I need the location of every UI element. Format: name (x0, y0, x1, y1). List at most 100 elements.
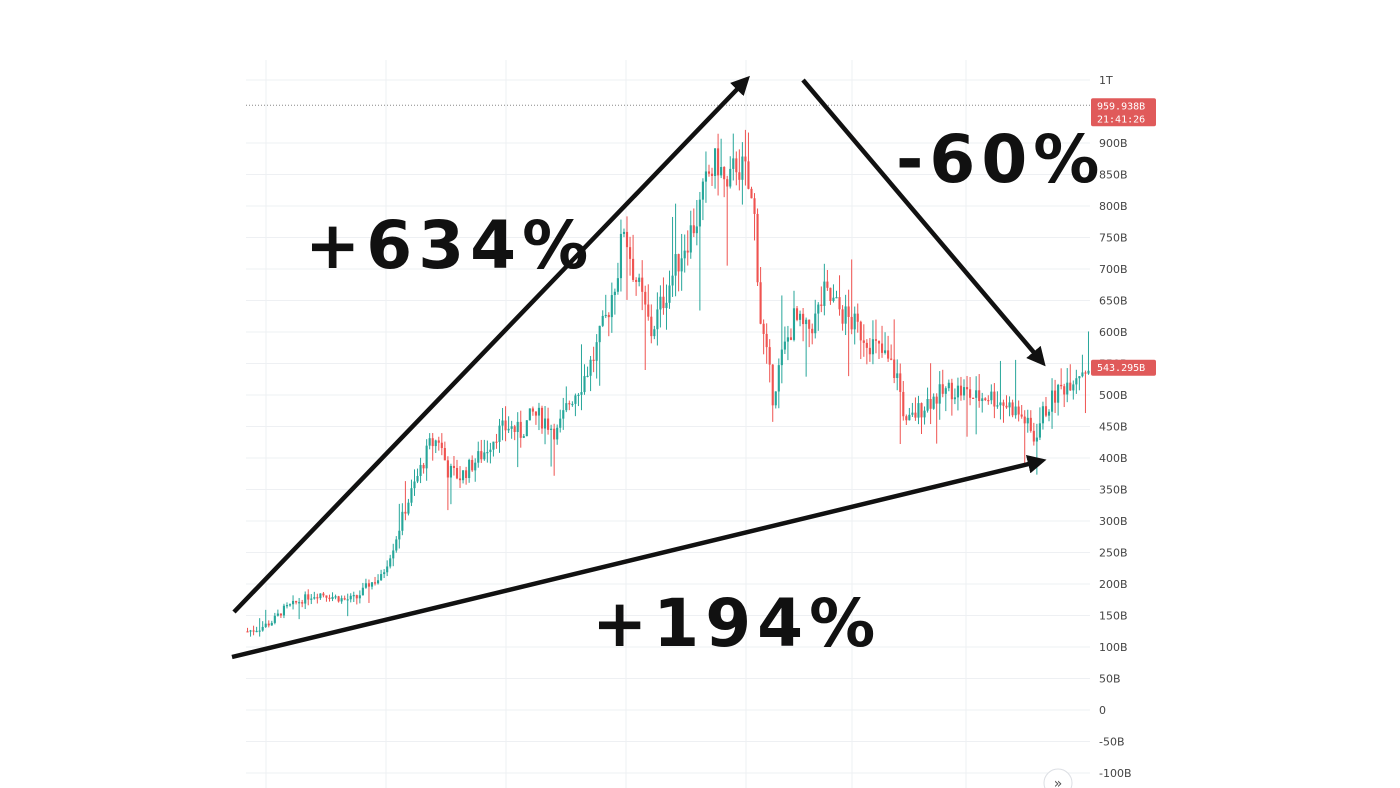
candle (601, 310, 604, 328)
candle (695, 200, 698, 246)
candle (765, 323, 768, 364)
candle (1008, 396, 1011, 417)
y-tick-label: 300B (1099, 515, 1128, 528)
candle (398, 503, 401, 549)
candle (638, 273, 641, 287)
candle (935, 393, 938, 444)
candle (671, 216, 674, 297)
scroll-right-button[interactable]: » (1043, 768, 1073, 788)
candle (410, 479, 413, 507)
candle (313, 591, 316, 600)
candle (1063, 383, 1066, 408)
candle (525, 420, 528, 437)
candle (811, 323, 814, 345)
candle (1057, 383, 1060, 416)
y-tick-label: 900B (1099, 137, 1128, 150)
candle (1050, 378, 1054, 429)
candle (340, 595, 343, 604)
candle (267, 620, 270, 628)
candle (370, 582, 374, 590)
candle (355, 594, 358, 605)
candle (367, 579, 371, 603)
candle (270, 620, 273, 626)
candle (944, 386, 947, 412)
candle (996, 391, 999, 409)
candle (820, 286, 823, 313)
candle (1044, 396, 1048, 418)
candle (1023, 410, 1026, 466)
candle (589, 355, 592, 392)
candle (288, 603, 292, 607)
candle (762, 319, 765, 355)
candle (744, 129, 747, 186)
candle (662, 277, 665, 315)
candle (389, 554, 392, 569)
candle (814, 299, 817, 339)
candle (1075, 369, 1078, 394)
candle (343, 595, 346, 601)
candle (956, 377, 959, 411)
candle (984, 397, 987, 402)
candle (899, 363, 902, 445)
candle (1017, 400, 1020, 422)
candle (474, 458, 477, 482)
y-tick-label: 500B (1099, 389, 1128, 402)
candle (923, 406, 926, 425)
candle (969, 377, 972, 406)
candle (458, 466, 462, 488)
y-tick-label: 200B (1099, 578, 1128, 591)
candle (301, 599, 304, 608)
candle (1081, 354, 1084, 378)
candle (468, 458, 471, 483)
candle (307, 589, 310, 606)
candle (965, 375, 969, 437)
candle (783, 326, 786, 354)
candle (635, 277, 638, 296)
candle (987, 395, 990, 405)
candle (559, 409, 562, 433)
candle (799, 310, 802, 327)
candle (522, 433, 525, 439)
candle (1038, 407, 1041, 441)
candle (914, 397, 917, 421)
candle (953, 388, 956, 405)
candle (577, 393, 580, 407)
candle (252, 625, 255, 636)
candle (647, 284, 650, 321)
candle (632, 234, 635, 282)
candle (1032, 422, 1035, 446)
y-tick-label: 250B (1099, 547, 1128, 560)
candle (416, 468, 419, 484)
candle (726, 175, 729, 266)
candle (361, 582, 364, 596)
y-tick-label: 850B (1099, 169, 1128, 182)
candle (449, 463, 452, 505)
price-tag-value: 543.295B (1097, 363, 1145, 374)
candle (1035, 423, 1038, 475)
y-tick-label: 50B (1099, 673, 1121, 686)
candle (750, 186, 753, 199)
candle (328, 594, 331, 602)
candle (556, 424, 559, 445)
candle (465, 466, 468, 485)
candle (981, 392, 984, 413)
candle (1041, 401, 1045, 430)
candle (1054, 379, 1057, 414)
candle (295, 600, 298, 605)
candle (947, 379, 950, 392)
y-tick-label: 450B (1099, 421, 1128, 434)
candle (710, 167, 714, 186)
candle (607, 312, 610, 337)
arrow-down-60 (801, 78, 1046, 367)
candle (331, 592, 334, 602)
candle (537, 402, 541, 431)
candle (698, 191, 701, 311)
candle (431, 433, 434, 461)
candle (492, 441, 495, 457)
candle (404, 481, 407, 521)
candle (884, 332, 887, 355)
price-tag (1091, 98, 1156, 127)
candle (428, 433, 431, 450)
candle (319, 593, 322, 600)
